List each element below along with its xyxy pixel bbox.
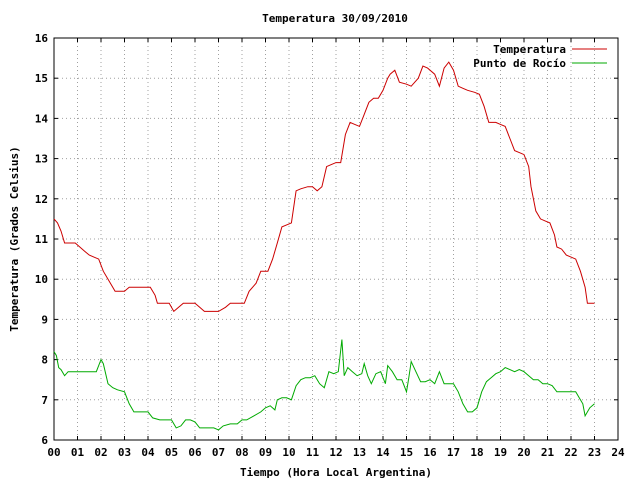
y-tick-label: 14 (35, 112, 49, 125)
x-tick-label: 18 (470, 446, 483, 459)
y-tick-label: 16 (35, 32, 49, 45)
x-tick-label: 07 (212, 446, 225, 459)
x-axis-label: Tiempo (Hora Local Argentina) (240, 466, 432, 479)
x-tick-label: 03 (118, 446, 131, 459)
chart-title: Temperatura 30/09/2010 (262, 12, 408, 25)
x-tick-label: 22 (564, 446, 577, 459)
x-tick-label: 23 (588, 446, 601, 459)
x-tick-label: 02 (94, 446, 107, 459)
y-axis-label: Temperatura (Grados Celsius) (8, 146, 21, 331)
series-group (53, 61, 595, 431)
y-tick-label: 6 (41, 434, 48, 447)
x-tick-label: 00 (47, 446, 60, 459)
x-tick-label: 05 (165, 446, 178, 459)
series-line-punto-de-rocio (53, 339, 595, 431)
y-tick-label: 9 (41, 313, 48, 326)
x-tick-label: 04 (141, 446, 155, 459)
x-axis-ticks: 00 01 02 03 04 05 06 07 08 09 10 11 12 13 14 15 16 17 18 19… (47, 38, 625, 459)
x-tick-label: 15 (400, 446, 413, 459)
legend-label: Punto de Rocío (473, 57, 566, 70)
x-tick-label: 13 (353, 446, 366, 459)
y-tick-label: 8 (41, 354, 48, 367)
y-tick-label: 10 (35, 273, 48, 286)
x-tick-label: 09 (259, 446, 272, 459)
x-tick-label: 14 (376, 446, 390, 459)
x-tick-label: 01 (71, 446, 85, 459)
x-tick-label: 20 (517, 446, 530, 459)
x-tick-label: 16 (423, 446, 437, 459)
grid-lines (54, 38, 618, 440)
x-tick-label: 17 (447, 446, 460, 459)
x-tick-label: 24 (611, 446, 625, 459)
x-tick-label: 10 (282, 446, 295, 459)
x-tick-label: 06 (188, 446, 202, 459)
x-tick-label: 11 (306, 446, 320, 459)
x-tick-label: 21 (541, 446, 555, 459)
y-tick-label: 11 (35, 233, 49, 246)
y-tick-label: 15 (35, 72, 48, 85)
y-tick-label: 12 (35, 193, 48, 206)
y-axis-ticks: 6 7 8 9 10 11 12 13 14 15 16 (35, 32, 618, 447)
legend-label: Temperatura (493, 43, 566, 56)
x-tick-label: 08 (235, 446, 248, 459)
x-tick-label: 12 (329, 446, 342, 459)
series-line-temperatura (53, 61, 595, 313)
y-tick-label: 13 (35, 153, 48, 166)
x-tick-label: 19 (494, 446, 507, 459)
y-tick-label: 7 (41, 394, 48, 407)
